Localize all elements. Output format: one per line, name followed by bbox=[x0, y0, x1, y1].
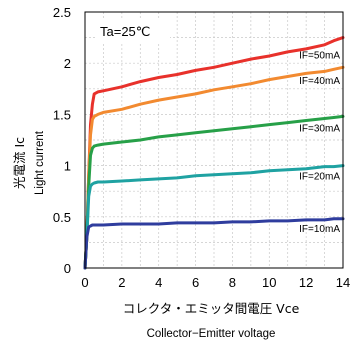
y-tick-label: 2 bbox=[64, 56, 71, 71]
annotation-bg bbox=[96, 20, 170, 42]
x-tick-label: 4 bbox=[155, 275, 162, 290]
series-label: IF=40mA bbox=[299, 76, 340, 87]
grid bbox=[85, 12, 343, 268]
y-tick-label: 2.5 bbox=[53, 5, 71, 20]
series-lines bbox=[83, 36, 345, 270]
y-tick-labels: 0 0.5 1 1.5 2 2.5 bbox=[53, 5, 71, 276]
series-label: IF=20mA bbox=[299, 171, 340, 182]
ylabel-en: Light current bbox=[34, 130, 46, 195]
series-label: IF=30mA bbox=[299, 123, 340, 134]
y-tick-label: 0 bbox=[64, 261, 71, 276]
x-tick-label: 6 bbox=[192, 275, 199, 290]
ylabel-jp: 光電流 Ic bbox=[12, 137, 27, 189]
x-tick-label: 8 bbox=[229, 275, 236, 290]
x-tick-label: 14 bbox=[336, 275, 350, 290]
y-tick-label: 0.5 bbox=[53, 210, 71, 225]
series-labels: IF=50mA IF=40mA IF=30mA IF=20mA IF=10mA bbox=[299, 50, 340, 234]
series-line bbox=[83, 114, 345, 270]
plot-frame bbox=[84, 11, 344, 269]
series-line bbox=[83, 65, 345, 270]
x-tick-label: 10 bbox=[262, 275, 276, 290]
series-line bbox=[83, 217, 345, 270]
y-tick-label: 1 bbox=[64, 159, 71, 174]
series-label: IF=50mA bbox=[299, 50, 340, 61]
temperature-annotation: Ta=25℃ bbox=[100, 24, 150, 39]
y-tick-label: 1.5 bbox=[53, 107, 71, 122]
x-tick-label: 2 bbox=[118, 275, 125, 290]
x-tick-label: 12 bbox=[299, 275, 313, 290]
series-label: IF=10mA bbox=[299, 224, 340, 235]
x-tick-labels: 0 2 4 6 8 10 12 14 bbox=[81, 275, 350, 290]
xlabel-en: Collector−Emitter voltage bbox=[147, 328, 276, 340]
series-line bbox=[83, 36, 345, 270]
xlabel-jp: コレクタ・エミッタ間電圧 Vce bbox=[123, 301, 300, 316]
series-line bbox=[83, 164, 345, 270]
x-tick-label: 0 bbox=[81, 275, 88, 290]
